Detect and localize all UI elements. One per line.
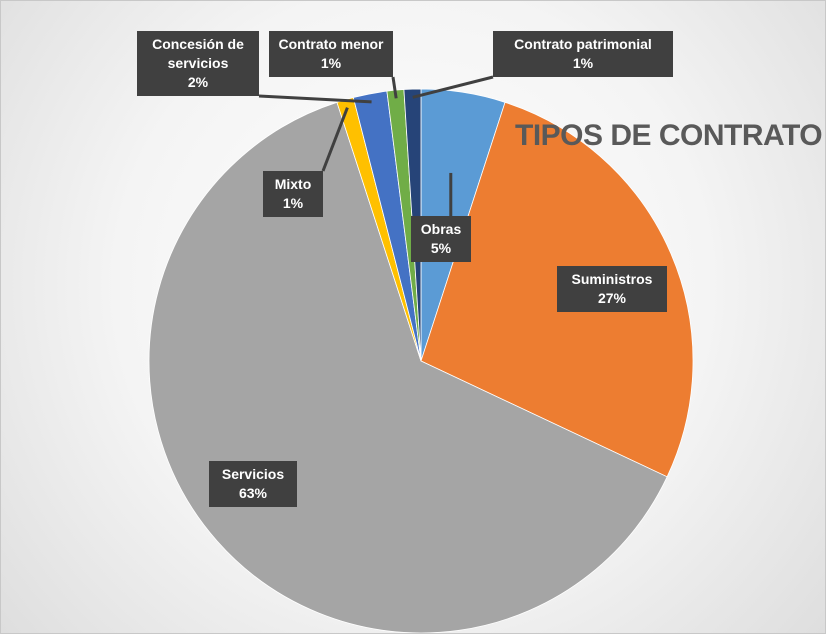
label-category: Mixto — [274, 176, 312, 192]
data-label: Obras 5% — [411, 216, 471, 262]
data-label: Contrato patrimonial 1% — [493, 31, 673, 77]
chart-title: TIPOS DE CONTRATO — [515, 119, 823, 152]
label-category: Contrato menor — [278, 36, 384, 52]
label-value: 2% — [187, 74, 209, 90]
data-label: Servicios 63% — [209, 461, 297, 507]
label-value: 1% — [572, 55, 594, 71]
data-label: Concesión de servicios 2% — [137, 31, 259, 96]
label-value: 63% — [238, 485, 268, 501]
label-category: Concesión de servicios — [152, 36, 244, 71]
label-category: Suministros — [571, 271, 653, 287]
label-value: 5% — [430, 240, 452, 256]
data-label: Contrato menor 1% — [269, 31, 393, 77]
leader-line — [258, 94, 372, 104]
leader-line — [321, 107, 349, 172]
label-value: 27% — [597, 290, 627, 306]
leader-line — [412, 75, 494, 99]
pie-slice — [420, 101, 694, 478]
label-category: Contrato patrimonial — [514, 36, 652, 52]
leader-line — [391, 76, 398, 99]
label-value: 1% — [282, 195, 304, 211]
data-label: Mixto 1% — [263, 171, 323, 217]
label-category: Obras — [420, 221, 462, 237]
label-category: Servicios — [221, 466, 285, 482]
label-value: 1% — [320, 55, 342, 71]
data-label: Suministros 27% — [557, 266, 667, 312]
